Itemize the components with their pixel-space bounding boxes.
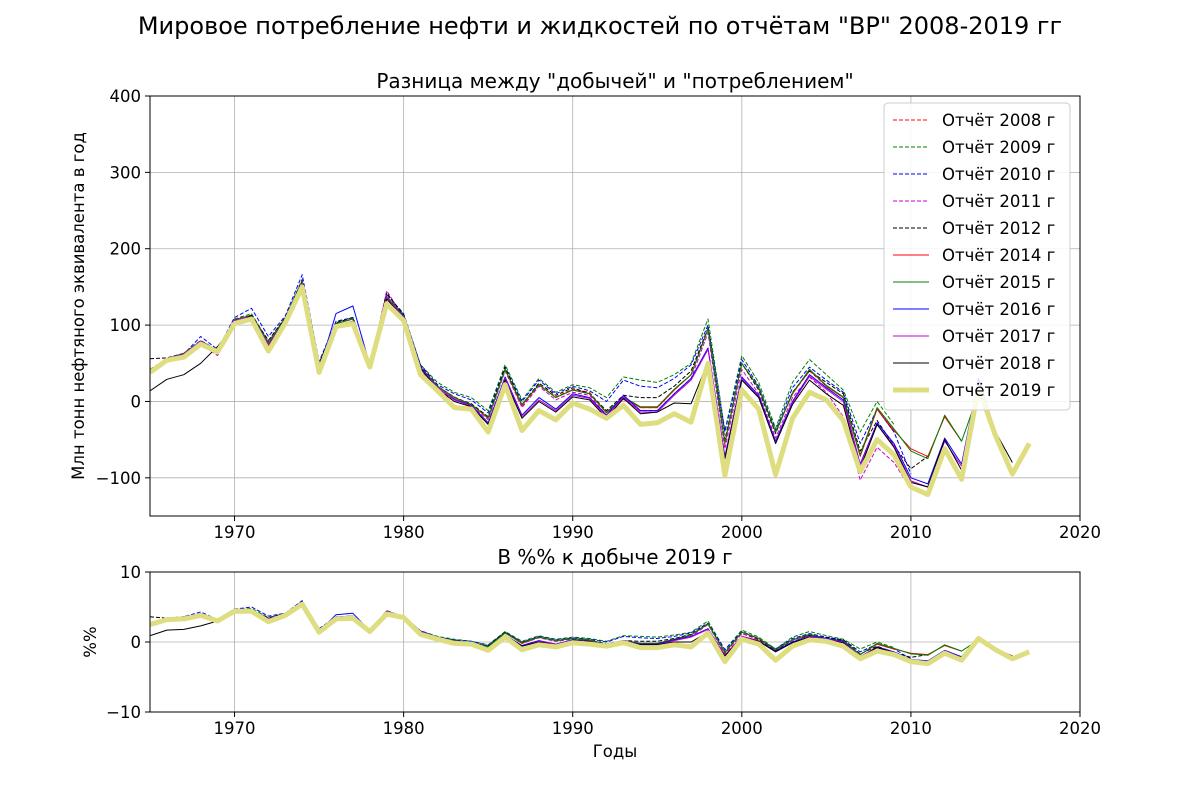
series-line: [150, 278, 895, 433]
legend-label: Отчёт 2018 г: [942, 354, 1055, 373]
y-axis-label: %%: [81, 626, 100, 657]
legend-label: Отчёт 2008 г: [942, 111, 1055, 130]
legend-label: Отчёт 2017 г: [942, 327, 1055, 346]
axes-frame: [149, 95, 1081, 517]
panel-title: В %% к добыче 2019 г: [497, 545, 732, 569]
series-line: [150, 281, 979, 460]
legend-label: Отчёт 2009 г: [942, 138, 1055, 157]
legend-label: Отчёт 2019 г: [942, 381, 1055, 400]
series-line: [150, 274, 912, 475]
y-tick-label: 0: [131, 633, 142, 652]
x-tick-label: 2010: [890, 523, 932, 542]
series-line: [150, 600, 912, 660]
legend-box: [883, 102, 1071, 411]
series-line: [150, 600, 895, 651]
y-tick-label: 10: [120, 563, 141, 582]
series-line: [150, 282, 895, 456]
x-tick-label: 1980: [383, 523, 425, 542]
x-tick-label: 1970: [214, 719, 256, 738]
y-tick-label: −10: [106, 703, 141, 722]
legend-label: Отчёт 2016 г: [942, 300, 1055, 319]
series-lines: [150, 600, 1031, 667]
series-line: [150, 601, 928, 658]
y-tick-label: 100: [110, 316, 142, 335]
panel-2: 1970 1980 1990 2000 2010 2020 −10 0 10 В %% к доб…: [81, 545, 1101, 761]
legend: Отчёт 2008 г Отчёт 2009 г Отчёт 2010 г Отчё…: [883, 102, 1071, 411]
x-tick-label: 1990: [552, 719, 594, 738]
series-line: [150, 281, 963, 457]
x-tick-label: 2000: [721, 719, 763, 738]
y-tick-label: 200: [110, 240, 142, 259]
legend-label: Отчёт 2012 г: [942, 219, 1055, 238]
x-axis-label: Годы: [593, 742, 638, 761]
x-tick-label: 2020: [1059, 523, 1101, 542]
y-tick-label: 400: [110, 87, 142, 106]
series-line: [150, 284, 1013, 488]
panel-1: 1970 1980 1990 2000 2010 2020 −100 0 100 200 300 40…: [69, 69, 1101, 542]
legend-label: Отчёт 2011 г: [942, 192, 1055, 211]
series-line: [150, 601, 1031, 667]
y-tick-label: 300: [110, 163, 142, 182]
x-tick-label: 1990: [552, 523, 594, 542]
x-tick-label: 2020: [1059, 719, 1101, 738]
series-line: [150, 280, 929, 470]
legend-label: Отчёт 2015 г: [942, 273, 1055, 292]
series-lines: [150, 274, 1032, 498]
y-tick-label: 0: [131, 392, 142, 411]
legend-label: Отчёт 2014 г: [942, 246, 1055, 265]
y-tick-label: −100: [96, 469, 141, 488]
panel-title: Разница между "добычей" и "потреблением": [376, 69, 853, 93]
series-line: [150, 284, 1032, 498]
y-axis-label: Млн тонн нефтяного эквивалента в год: [69, 132, 88, 480]
x-tick-label: 2000: [721, 523, 763, 542]
x-tick-label: 1980: [383, 719, 425, 738]
x-tick-label: 2010: [890, 719, 932, 738]
series-line: [150, 603, 912, 663]
figure-title: Мировое потребление нефти и жидкостей по…: [137, 12, 1063, 40]
x-tick-label: 1970: [214, 523, 256, 542]
legend-label: Отчёт 2010 г: [942, 165, 1055, 184]
